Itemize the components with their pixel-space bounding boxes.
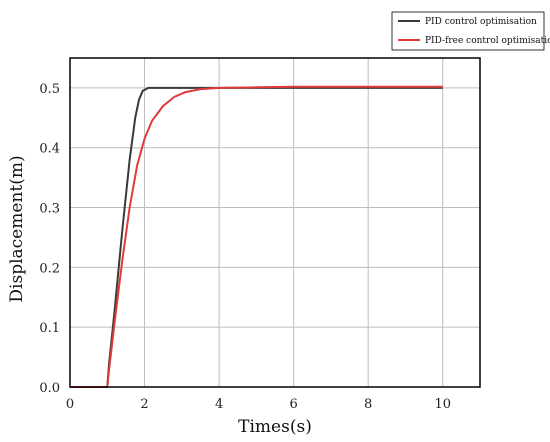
plot-frame [69,57,481,388]
x-tick-label: 2 [140,397,148,412]
legend-box [391,11,545,51]
legend-label-pid: PID control optimisation [425,17,537,27]
x-tick-label: 0 [66,397,74,412]
y-tick-label: 0.3 [39,202,60,217]
x-tick-label: 10 [434,397,451,412]
y-tick-label: 0.4 [39,142,60,157]
y-tick-label: 0.5 [39,82,60,97]
y-tick-label: 0.0 [39,381,60,396]
y-tick-label: 0.1 [39,321,60,336]
y-axis-label: Displacement(m) [7,155,27,302]
grid-lines [70,58,480,387]
x-tick-label: 6 [289,397,297,412]
legend: PID control optimisation PID-free contro… [391,11,550,51]
y-tick-label: 0.2 [39,261,60,276]
series-line-pid-free [70,85,443,388]
series-lines [70,85,443,388]
y-axis-ticks: 0.0 0.1 0.2 0.3 0.4 0.5 [39,82,60,396]
x-axis-label: Times(s) [238,417,312,437]
legend-label-pid-free: PID-free control optimisation [425,36,550,46]
x-axis-ticks: 0 2 4 6 8 10 [66,397,451,412]
x-tick-label: 4 [215,397,223,412]
x-tick-label: 8 [364,397,372,412]
